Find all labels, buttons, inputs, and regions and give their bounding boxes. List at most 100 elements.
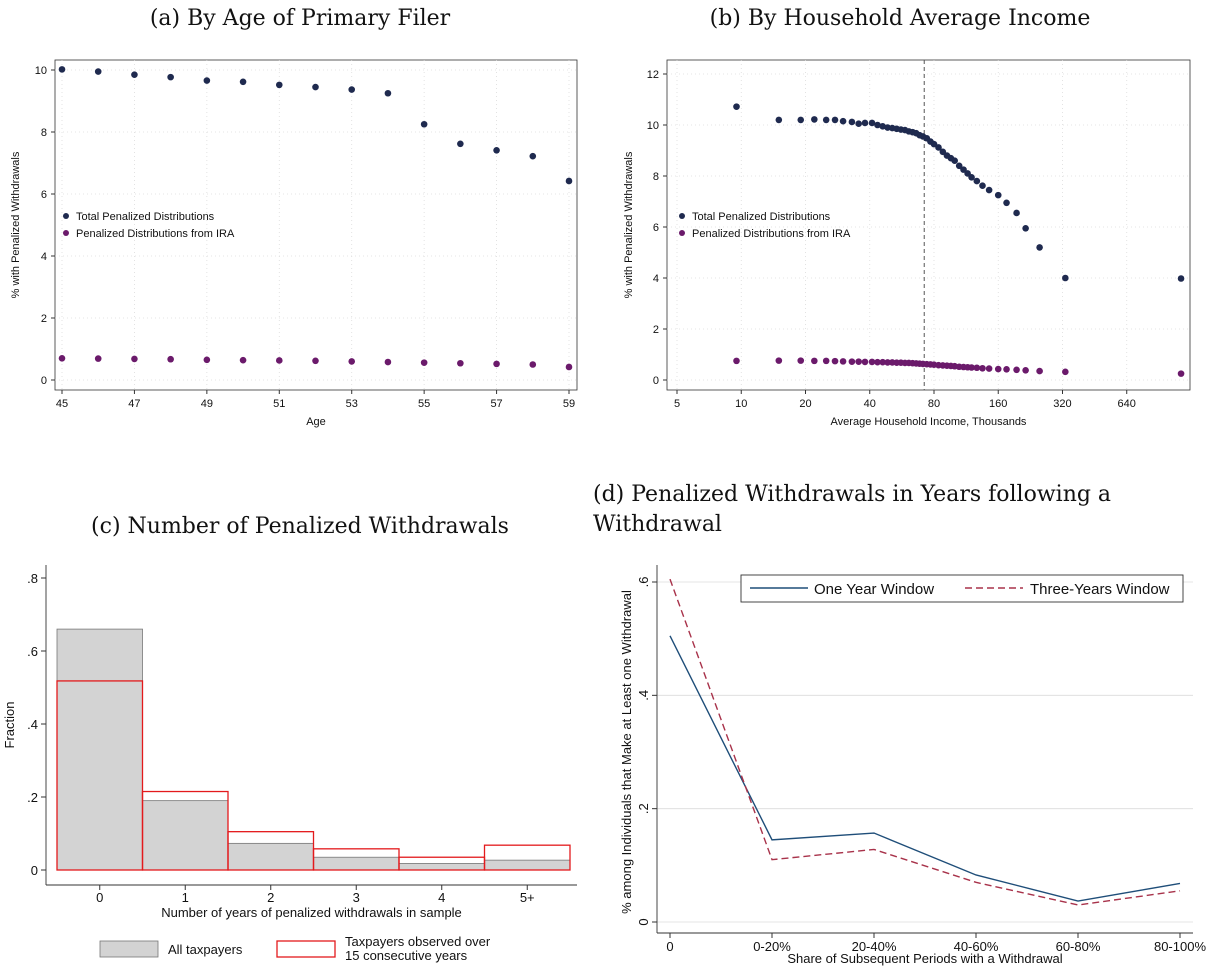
bar-all-taxpayers — [227, 842, 314, 871]
legend-label: All taxpayers — [168, 942, 243, 957]
y-tick-label: 4 — [653, 273, 659, 285]
plot-frame — [666, 59, 1191, 391]
data-point — [994, 191, 1002, 199]
x-tick-label: 60-80% — [1056, 939, 1101, 954]
y-axis-label: % among Individuals that Make at Least o… — [619, 590, 634, 914]
data-point — [985, 186, 993, 194]
legend-label: Total Penalized Distributions — [76, 211, 215, 223]
bar-all-taxpayers — [398, 863, 485, 871]
data-point — [1022, 224, 1029, 232]
legend-label: 15 consecutive years — [345, 948, 468, 963]
data-point — [493, 360, 500, 368]
y-tick-label: 4 — [41, 251, 47, 263]
data-point — [994, 365, 1002, 373]
data-point — [203, 77, 211, 84]
data-point — [1062, 368, 1069, 376]
legend-swatch-red — [276, 940, 336, 958]
data-point — [1036, 367, 1043, 375]
data-point — [131, 355, 138, 363]
data-point — [985, 365, 993, 372]
data-point — [94, 355, 102, 362]
data-point — [275, 81, 283, 89]
x-tick-label: 20 — [799, 398, 811, 410]
y-tick-label: 0 — [41, 375, 47, 387]
data-point — [131, 71, 138, 78]
data-point — [420, 359, 428, 366]
data-point — [457, 140, 464, 148]
data-point — [811, 116, 818, 123]
panel-a-chart: 0 2 4 6 8 10 45 47 49 51 53 55 57 59 Age % with Penaliz… — [10, 59, 578, 428]
x-tick-label: 2 — [267, 890, 274, 905]
data-point — [775, 116, 783, 124]
bar-15-years — [483, 844, 571, 871]
data-point — [955, 162, 963, 170]
data-point — [312, 83, 319, 91]
data-point — [1003, 365, 1010, 373]
data-point — [733, 103, 740, 110]
data-point — [811, 357, 818, 365]
y-axis-label: % with Penalized Withdrawals — [10, 151, 22, 298]
data-point — [58, 355, 66, 362]
data-point — [529, 152, 537, 160]
legend-label: Total Penalized Distributions — [692, 211, 831, 223]
x-tick-label: 3 — [353, 890, 360, 905]
panel-a-title: (a) By Age of Primary Filer — [149, 6, 451, 31]
y-tick-label: 6 — [653, 222, 659, 234]
legend-marker — [63, 213, 69, 219]
data-point — [203, 356, 211, 364]
data-point — [930, 140, 938, 148]
y-tick-label: .2 — [27, 790, 38, 805]
data-point — [979, 364, 986, 372]
legend-swatch-gray — [99, 940, 159, 958]
panel-c-title: (c) Number of Penalized Withdrawals — [91, 514, 509, 539]
series-line — [669, 578, 1181, 906]
x-tick-label: 0 — [666, 939, 673, 954]
data-point — [775, 357, 783, 364]
legend-marker — [679, 213, 685, 219]
legend-marker — [63, 230, 69, 236]
plot-frame — [54, 59, 578, 391]
x-tick-label: 80 — [928, 398, 940, 410]
data-point — [384, 358, 392, 366]
x-tick-label: 40 — [864, 398, 876, 410]
y-tick-label: 2 — [41, 313, 47, 325]
y-tick-label: 0 — [636, 918, 651, 925]
data-point — [861, 358, 869, 366]
data-point — [968, 364, 975, 371]
data-point — [874, 358, 881, 366]
y-tick-label: .6 — [636, 577, 651, 588]
x-tick-label: 0 — [96, 890, 103, 905]
y-tick-label: 6 — [41, 189, 47, 201]
x-tick-label: 320 — [1053, 398, 1071, 410]
panel-c-chart: 0 .2 .4 .6 .8 0 1 2 3 4 5+ Number of years of penal… — [2, 565, 577, 963]
data-point — [868, 358, 876, 366]
data-point — [951, 157, 958, 164]
data-point — [848, 358, 856, 365]
data-point — [1013, 366, 1020, 374]
data-point — [565, 177, 573, 185]
data-point — [1036, 244, 1043, 251]
x-tick-label: 57 — [490, 398, 502, 410]
data-point — [822, 116, 830, 124]
data-point — [239, 78, 247, 86]
data-point — [167, 355, 174, 363]
bar-all-taxpayers — [313, 856, 400, 871]
y-tick-label: 10 — [647, 120, 659, 132]
y-tick-label: .4 — [636, 690, 651, 701]
legend-label: Three-Years Window — [1030, 581, 1170, 598]
x-tick-label: 10 — [735, 398, 747, 410]
y-tick-label: 10 — [35, 65, 47, 77]
data-point — [848, 118, 856, 126]
x-axis-label: Average Household Income, Thousands — [831, 416, 1027, 428]
x-tick-label: 5 — [674, 398, 680, 410]
data-point — [493, 146, 500, 154]
x-tick-label: 640 — [1118, 398, 1136, 410]
data-point — [565, 363, 573, 371]
y-tick-label: 0 — [653, 375, 659, 387]
x-tick-label: 5+ — [520, 890, 535, 905]
data-point — [348, 358, 356, 365]
data-point — [968, 173, 975, 181]
x-tick-label: 20-40% — [852, 939, 897, 954]
data-point — [979, 182, 986, 189]
